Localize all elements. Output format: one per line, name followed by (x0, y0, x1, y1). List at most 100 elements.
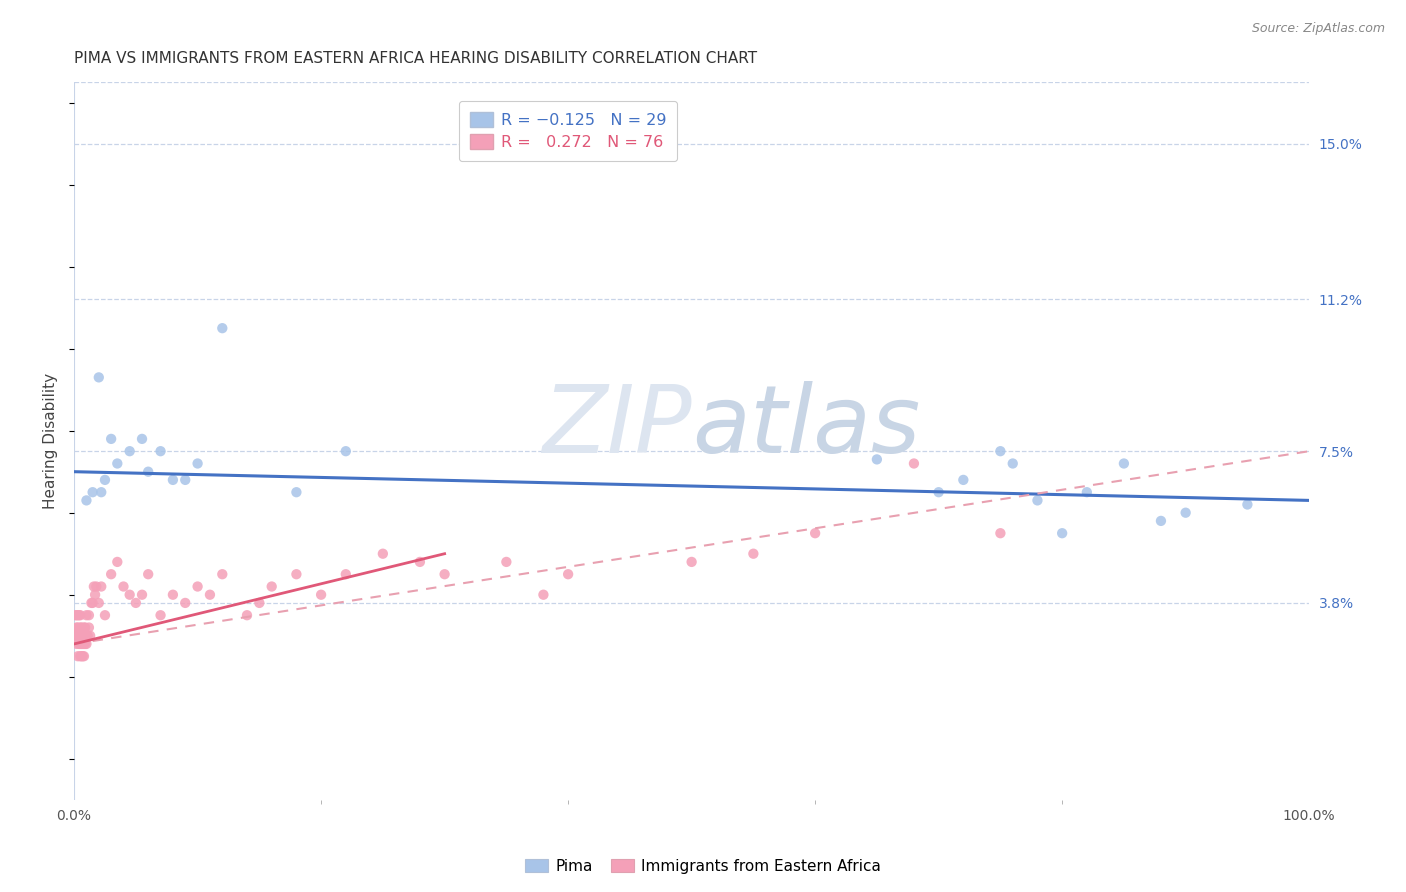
Point (70, 637, 93, 651)
Point (67, 637, 90, 651)
Point (1174, 506, 1197, 520)
Point (187, 580, 209, 594)
Point (69, 637, 91, 651)
Point (65, 621, 87, 635)
Point (1236, 498, 1258, 512)
Point (198, 588, 221, 602)
Point (136, 465, 159, 479)
Point (77, 621, 100, 635)
Point (87, 370, 110, 384)
Point (433, 567, 456, 582)
Point (65, 608, 87, 623)
Point (162, 588, 184, 602)
Point (928, 485, 950, 500)
Point (69, 629, 91, 643)
Point (83, 580, 105, 594)
Point (75, 629, 97, 643)
Text: PIMA VS IMMIGRANTS FROM EASTERN AFRICA HEARING DISABILITY CORRELATION CHART: PIMA VS IMMIGRANTS FROM EASTERN AFRICA H… (75, 51, 758, 66)
Point (75, 621, 97, 635)
Point (125, 596, 148, 610)
Point (495, 555, 517, 569)
Point (131, 432, 153, 446)
Point (990, 526, 1012, 541)
Point (65, 637, 87, 651)
Point (903, 457, 925, 471)
Point (211, 321, 233, 335)
Point (65, 629, 87, 643)
Point (100, 432, 122, 446)
Point (187, 457, 209, 471)
Point (67, 629, 90, 643)
Point (162, 473, 184, 487)
Point (211, 567, 233, 582)
Point (1150, 514, 1173, 528)
Point (87, 596, 110, 610)
Point (79, 629, 101, 643)
Point (72, 629, 94, 643)
Point (1076, 485, 1098, 500)
Point (335, 444, 357, 458)
Point (86, 580, 108, 594)
Text: Source: ZipAtlas.com: Source: ZipAtlas.com (1251, 22, 1385, 36)
Point (952, 473, 974, 487)
Point (90, 580, 112, 594)
Point (70, 621, 93, 635)
Point (681, 555, 703, 569)
Point (1050, 526, 1073, 541)
Point (118, 444, 141, 458)
Point (84, 588, 107, 602)
Point (73, 621, 96, 635)
Point (67, 608, 90, 623)
Point (804, 526, 827, 541)
Point (118, 588, 141, 602)
Y-axis label: Hearing Disability: Hearing Disability (44, 373, 58, 509)
Point (335, 567, 357, 582)
Point (75, 608, 97, 623)
Point (105, 555, 128, 569)
Point (136, 567, 159, 582)
Point (90, 485, 112, 500)
Point (236, 608, 259, 623)
Point (75, 637, 97, 651)
Point (149, 444, 172, 458)
Point (73, 637, 96, 651)
Point (77, 608, 100, 623)
Point (149, 608, 172, 623)
Point (112, 580, 135, 594)
Point (285, 485, 308, 500)
Legend: R = −0.125   N = 29, R =   0.272   N = 76: R = −0.125 N = 29, R = 0.272 N = 76 (458, 101, 678, 161)
Point (69, 621, 91, 635)
Point (66, 608, 89, 623)
Point (66, 649, 89, 664)
Text: ZIP: ZIP (541, 381, 692, 472)
Point (174, 473, 197, 487)
Point (1026, 493, 1049, 508)
Point (70, 629, 93, 643)
Point (80, 596, 103, 610)
Point (371, 547, 394, 561)
Text: atlas: atlas (692, 381, 920, 472)
Point (94, 473, 117, 487)
Point (72, 649, 94, 664)
Point (82, 596, 104, 610)
Point (65, 608, 87, 623)
Point (75, 637, 97, 651)
Point (75, 493, 97, 508)
Point (75, 629, 97, 643)
Point (76, 629, 98, 643)
Point (105, 457, 128, 471)
Point (131, 588, 153, 602)
Point (409, 555, 432, 569)
Point (73, 629, 96, 643)
Point (94, 608, 117, 623)
Point (260, 580, 283, 594)
Point (309, 588, 332, 602)
Point (72, 637, 94, 651)
Point (247, 596, 270, 610)
Point (742, 547, 765, 561)
Point (66, 621, 89, 635)
Point (70, 649, 93, 664)
Point (285, 567, 308, 582)
Point (531, 588, 554, 602)
Point (66, 629, 89, 643)
